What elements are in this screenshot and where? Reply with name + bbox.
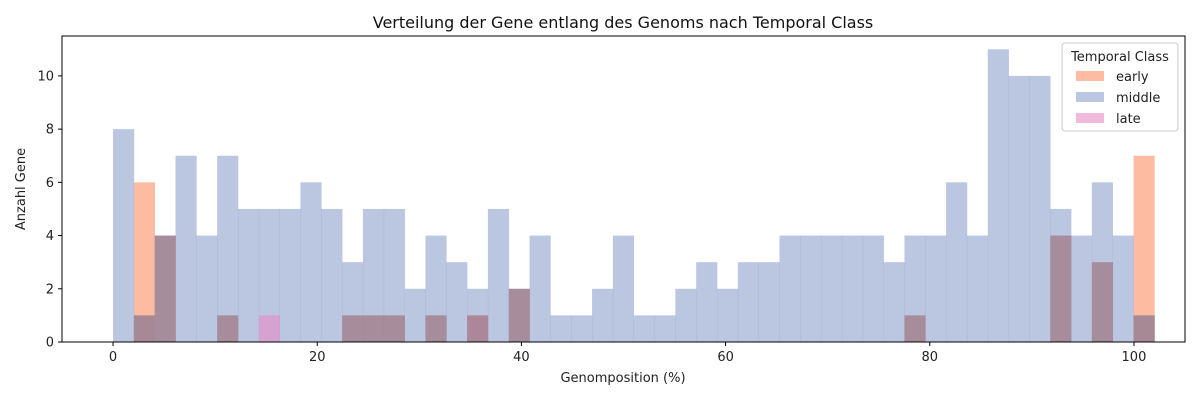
bar-early-1 (133, 182, 155, 342)
bar-overlap-2 (154, 235, 176, 342)
bar-middle-28 (696, 262, 718, 342)
x-tick-label: 20 (309, 350, 326, 365)
bar-middle-24 (612, 235, 635, 342)
bar-middle-35 (841, 235, 864, 342)
chart-title: Verteilung der Gene entlang des Genoms n… (373, 13, 874, 32)
bar-overlap-17 (467, 315, 489, 342)
legend-title: Temporal Class (1070, 50, 1169, 65)
legend-label-middle: middle (1116, 91, 1160, 106)
legend-box (1061, 42, 1179, 132)
bar-middle-18 (487, 208, 510, 342)
x-axis-label: Genomposition (%) (560, 371, 685, 386)
y-tick-label: 4 (46, 229, 54, 244)
y-tick-label: 2 (46, 282, 54, 297)
bar-middle-36 (862, 235, 884, 342)
bar-middle-23 (592, 288, 614, 342)
bar-middle-31 (758, 262, 780, 342)
bar-middle-14 (404, 288, 426, 342)
bar-middle-46 (1071, 235, 1093, 342)
y-axis: 0 2 4 6 8 10 (37, 69, 62, 351)
bar-middle-42 (987, 49, 1009, 342)
bar-middle-29 (717, 288, 739, 342)
bar-overlap-13 (383, 315, 405, 342)
bar-middle-21 (550, 315, 572, 342)
x-tick-label: 0 (109, 350, 117, 365)
bar-middle-41 (966, 235, 989, 342)
bar-middle-39 (925, 235, 947, 342)
bar-middle-25 (633, 315, 655, 342)
bar-overlap-15 (425, 315, 447, 342)
bar-middle-7 (258, 208, 280, 342)
bar-middle-26 (654, 315, 676, 342)
y-axis-label: Anzahl Gene (14, 148, 29, 230)
legend-swatch-late (1076, 113, 1104, 123)
legend-label-early: early (1116, 70, 1149, 85)
bar-overlap-49 (1133, 315, 1155, 342)
bar-middle-10 (321, 208, 343, 342)
bar-overlap-5 (217, 315, 239, 342)
x-tick-label: 60 (717, 350, 734, 365)
bar-overlap-38 (904, 315, 926, 342)
bar-middle-5 (217, 155, 239, 342)
bar-middle-34 (821, 235, 843, 342)
bar-middle-32 (779, 235, 801, 342)
legend: Temporal Class early middle late (1061, 42, 1179, 132)
bar-middle-43 (1008, 75, 1030, 343)
bar-early-49 (1133, 155, 1155, 342)
plot-area (61, 35, 1186, 343)
bar-middle-12 (362, 208, 385, 342)
bar-middle-8 (279, 208, 301, 342)
bar-middle-48 (1112, 235, 1134, 342)
bar-middle-44 (1029, 75, 1051, 343)
bar-middle-13 (383, 208, 405, 342)
bar-overlap-19 (508, 288, 530, 342)
bar-middle-30 (737, 262, 759, 342)
bar-middle-22 (571, 315, 593, 342)
bar-middle-16 (446, 262, 468, 342)
bar-middle-4 (196, 235, 218, 342)
y-tick-label: 0 (46, 336, 54, 351)
x-axis: 0 20 40 60 80 100 (109, 342, 1146, 365)
bar-middle-9 (300, 182, 322, 342)
bar-overlap-11 (342, 315, 364, 342)
x-tick-label: 100 (1122, 350, 1147, 365)
bar-middle-40 (946, 182, 968, 342)
x-tick-label: 80 (921, 350, 938, 365)
plot-frame (61, 35, 1186, 343)
bar-middle-3 (175, 155, 197, 342)
bar-late-7 (258, 315, 280, 342)
bar-middle-0 (113, 129, 135, 342)
legend-swatch-middle (1076, 92, 1104, 102)
bar-middle-33 (800, 235, 822, 342)
y-tick-label: 8 (46, 123, 54, 138)
bar-middle-27 (675, 288, 697, 342)
y-tick-label: 10 (37, 69, 54, 84)
y-tick-label: 6 (46, 176, 54, 191)
bar-overlap-1 (133, 315, 155, 342)
bar-middle-6 (238, 208, 260, 342)
bar-overlap-12 (362, 315, 385, 342)
legend-label-late: late (1116, 112, 1141, 127)
bar-overlap-47 (1091, 262, 1114, 342)
bar-middle-37 (883, 262, 905, 342)
legend-swatch-early (1076, 71, 1104, 81)
bar-middle-20 (529, 235, 551, 342)
bar-overlap-45 (1050, 235, 1072, 342)
x-tick-label: 40 (513, 350, 530, 365)
